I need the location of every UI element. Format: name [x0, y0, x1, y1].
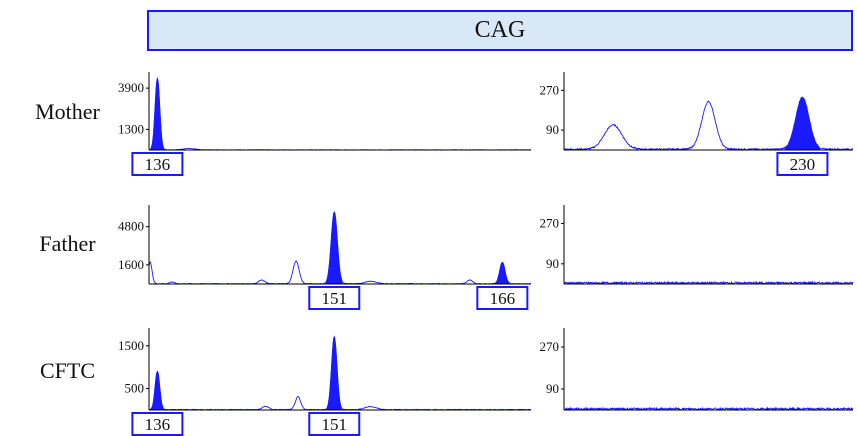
panel-mother-left: 3900 1300 136	[118, 72, 532, 176]
y-tick-label-cftc-left-0: 1500	[118, 338, 144, 353]
allele-box-cftc-left-0	[131, 412, 184, 436]
panel-mother-right: 270 90 230	[540, 72, 854, 176]
y-tick-label-father-left-1: 1600	[118, 257, 144, 272]
y-tick-label-cftc-right-1: 90	[546, 381, 559, 396]
trace-line-father-left	[148, 210, 531, 285]
filled-peak-mother-right-2	[784, 97, 821, 151]
allele-label-cftc-left-0: 136	[145, 415, 171, 434]
panel-cftc-right: 270 90	[540, 328, 854, 412]
panel-father-right: 270 90	[540, 205, 854, 286]
y-tick-label-mother-left-0: 3900	[118, 80, 144, 95]
allele-label-mother-right-0: 230	[790, 155, 816, 174]
allele-box-mother-right-0	[776, 152, 829, 176]
y-tick-label-cftc-left-1: 500	[125, 381, 145, 396]
trace-line-father-right	[563, 280, 854, 286]
y-tick-label-mother-right-1: 90	[546, 122, 559, 137]
panel-cftc-left: 1500 500 136 151	[118, 328, 532, 436]
allele-box-father-left-0	[308, 286, 361, 310]
trace-line-mother-left	[148, 77, 532, 151]
marker-header: CAG	[147, 10, 853, 51]
allele-box-mother-left-0	[131, 152, 184, 176]
allele-box-father-left-1	[476, 286, 529, 310]
allele-label-cftc-left-1: 151	[322, 415, 348, 434]
trace-line-cftc-left	[149, 335, 532, 411]
marker-header-label: CAG	[474, 17, 526, 43]
y-tick-label-cftc-right-0: 270	[540, 339, 560, 354]
y-tick-label-mother-left-1: 1300	[118, 121, 144, 136]
trace-line-mother-right	[563, 96, 854, 152]
y-tick-label-father-right-1: 90	[546, 256, 559, 271]
y-tick-label-father-right-0: 270	[540, 215, 560, 230]
sample-label-father: Father	[39, 231, 96, 256]
sample-label-mother: Mother	[35, 99, 100, 124]
allele-label-father-left-1: 166	[490, 289, 516, 308]
allele-label-mother-left-0: 136	[145, 155, 171, 174]
trace-line-cftc-right	[563, 406, 854, 412]
allele-box-cftc-left-1	[308, 412, 361, 436]
allele-label-father-left-0: 151	[322, 289, 348, 308]
sample-label-cftc: CFTC	[39, 358, 96, 383]
panel-father-left: 4800 1600 151 166	[118, 205, 531, 310]
y-tick-label-mother-right-0: 270	[540, 82, 560, 97]
y-tick-label-father-left-0: 4800	[118, 219, 144, 234]
